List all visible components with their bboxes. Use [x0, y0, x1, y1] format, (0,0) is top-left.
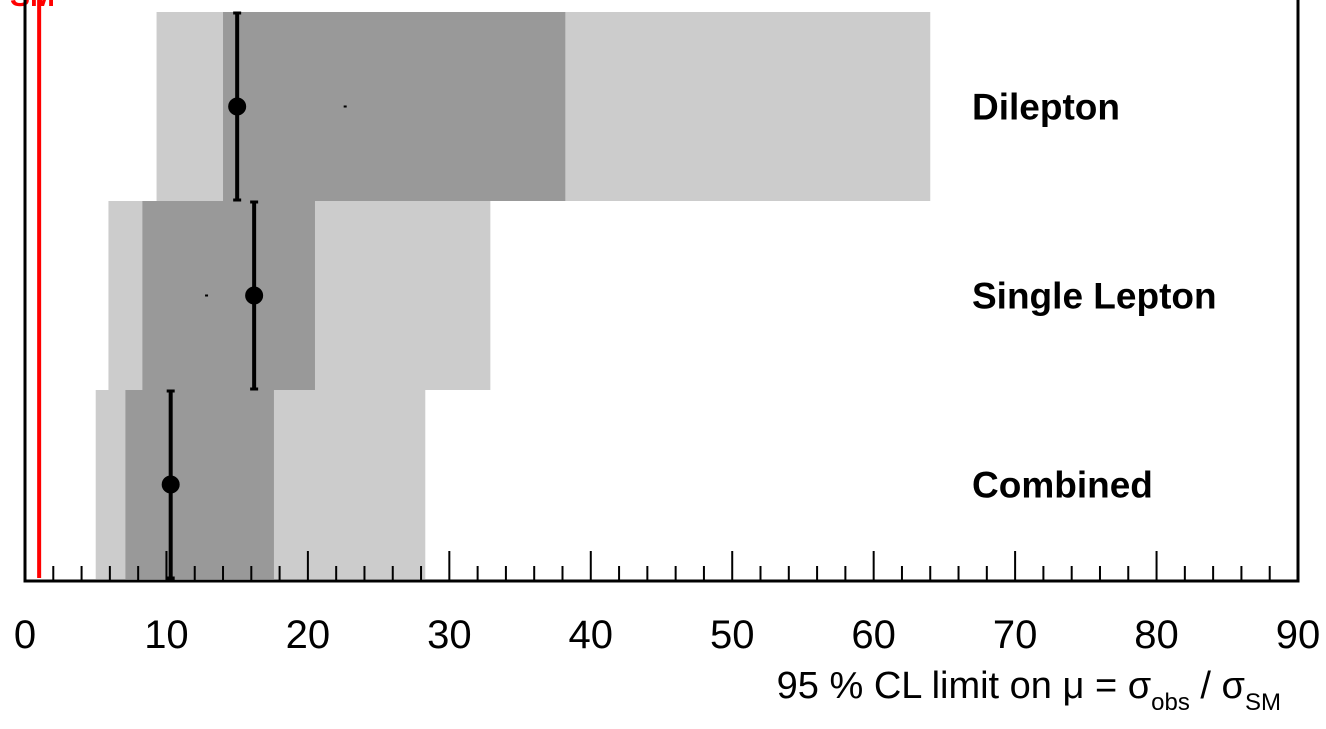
category-label: Dilepton [972, 87, 1120, 128]
x-tick-label: 60 [851, 613, 896, 657]
observed-point [161, 475, 180, 494]
x-label-text: 95 % CL limit on μ = σ [777, 665, 1151, 707]
x-tick-label: 50 [710, 613, 755, 657]
x-tick-label: 70 [993, 613, 1038, 657]
bands-layer [95, 12, 931, 579]
x-tick-label: 40 [569, 613, 614, 657]
x-label-subscript: obs [1151, 689, 1190, 716]
x-label-text: / σ [1190, 665, 1245, 707]
category-label: Single Lepton [972, 276, 1217, 317]
category-label: Combined [972, 465, 1153, 506]
observed-point [228, 97, 247, 116]
expected-marker [343, 105, 347, 108]
sm-layer: SM [10, 0, 55, 578]
x-tick-label: 10 [144, 613, 189, 657]
expected-marker [205, 294, 209, 297]
observed-layer [161, 11, 264, 580]
x-tick-label: 0 [14, 613, 36, 657]
x-axis-ticks: 0 10 20 30 40 50 60 70 80 90 [14, 551, 1320, 657]
x-tick-label: 90 [1276, 613, 1321, 657]
plot-frame [23, 0, 1300, 583]
x-tick-label: 80 [1134, 613, 1179, 657]
one-sigma-band [223, 12, 566, 201]
x-tick-label: 30 [427, 613, 472, 657]
category-labels: Dilepton Single Lepton Combined [972, 87, 1217, 506]
x-tick-label: 20 [286, 613, 331, 657]
one-sigma-band [125, 390, 274, 579]
one-sigma-band [142, 201, 315, 390]
observed-point [245, 286, 264, 305]
x-axis-label: 95 % CL limit on μ = σobs / σSM [777, 665, 1281, 716]
x-label-subscript: SM [1245, 689, 1281, 716]
sm-label: SM [10, 0, 55, 13]
